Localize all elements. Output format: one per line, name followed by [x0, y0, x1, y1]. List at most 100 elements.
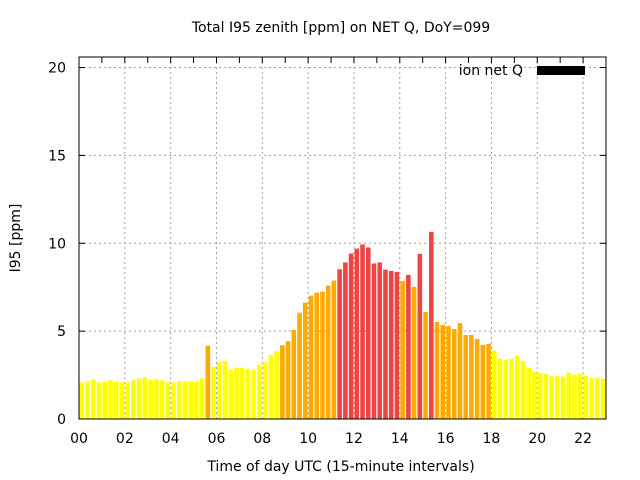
y-tick-label: 15	[48, 148, 66, 164]
bar	[85, 381, 90, 419]
bar	[171, 382, 176, 419]
bar	[314, 292, 320, 419]
legend-swatch	[537, 66, 585, 75]
bar	[159, 380, 165, 419]
bar	[257, 364, 262, 419]
bar	[549, 375, 554, 419]
bar	[371, 263, 377, 419]
bar	[492, 350, 497, 419]
bar	[308, 295, 314, 419]
bar	[285, 341, 291, 419]
bar	[343, 262, 348, 419]
bar	[400, 280, 405, 419]
bar	[543, 373, 549, 419]
plot-frame	[78, 56, 607, 420]
legend-label: ion net Q	[459, 63, 523, 79]
x-tick-label: 16	[437, 431, 455, 447]
x-tick-label: 08	[253, 431, 271, 447]
bar	[595, 377, 600, 419]
bar	[589, 377, 594, 419]
bar	[199, 378, 205, 419]
bar	[520, 360, 526, 419]
bar	[417, 253, 423, 419]
bar	[600, 378, 606, 419]
bar	[566, 372, 572, 419]
bar	[302, 302, 308, 419]
bar	[96, 382, 102, 419]
ticks	[79, 57, 606, 420]
bar	[383, 269, 388, 419]
bar	[222, 360, 228, 419]
bar	[239, 367, 245, 419]
y-axis-label: I95 [ppm]	[8, 204, 24, 273]
x-axis-label: Time of day UTC (15-minute intervals)	[206, 459, 474, 475]
x-tick-label: 00	[70, 431, 88, 447]
bar	[406, 274, 411, 419]
bar	[131, 380, 136, 419]
bar	[194, 381, 199, 419]
y-tick-label: 5	[57, 324, 66, 340]
bar	[113, 381, 119, 419]
bar	[440, 324, 446, 419]
bar	[526, 367, 531, 419]
x-tick-label: 02	[116, 431, 134, 447]
bar	[348, 253, 354, 419]
chart-title: Total I95 zenith [ppm] on NET Q, DoY=099	[191, 20, 490, 36]
x-tick-label: 12	[345, 431, 363, 447]
bar	[217, 362, 222, 419]
bar	[463, 335, 468, 419]
grid	[79, 57, 606, 419]
bar	[228, 369, 234, 419]
bar	[176, 381, 182, 419]
bar	[234, 367, 239, 419]
bar	[509, 358, 514, 419]
bar	[555, 375, 560, 419]
bar	[119, 382, 125, 419]
bar	[136, 378, 142, 419]
bar	[125, 382, 130, 419]
bar	[497, 358, 503, 419]
bar	[560, 376, 566, 419]
x-tick-label: 14	[391, 431, 409, 447]
bar	[108, 380, 113, 419]
bars	[79, 231, 606, 419]
bar	[388, 270, 394, 419]
bar	[91, 379, 96, 419]
legend: ion net Q	[459, 63, 585, 79]
bar	[446, 326, 451, 419]
bar	[331, 280, 337, 419]
bar	[182, 381, 188, 419]
bar	[337, 269, 342, 419]
bar	[486, 343, 491, 419]
bar	[291, 329, 297, 419]
bar	[514, 355, 520, 419]
bar	[365, 247, 371, 419]
bar	[325, 285, 331, 419]
bar	[280, 345, 285, 419]
bar	[429, 231, 434, 419]
x-tick-label: 20	[528, 431, 546, 447]
bar	[251, 369, 256, 419]
bar	[451, 329, 457, 419]
bar	[411, 286, 417, 419]
bar	[148, 379, 153, 419]
bar	[154, 379, 159, 419]
bar	[274, 351, 279, 419]
bar	[102, 381, 108, 419]
bar	[480, 344, 486, 419]
bar	[268, 355, 274, 419]
bar	[377, 262, 383, 419]
bar	[245, 368, 251, 419]
bar	[360, 244, 365, 419]
bar	[188, 381, 193, 419]
bar	[469, 335, 474, 419]
bar	[165, 382, 171, 419]
bar	[423, 311, 428, 419]
x-tick-labels: 00 02 04 06 08 10 12 14 16 18 20 22	[70, 431, 592, 447]
bar	[532, 371, 537, 419]
bar	[211, 366, 216, 419]
bar	[572, 374, 577, 419]
x-tick-label: 06	[208, 431, 226, 447]
x-tick-label: 10	[299, 431, 317, 447]
